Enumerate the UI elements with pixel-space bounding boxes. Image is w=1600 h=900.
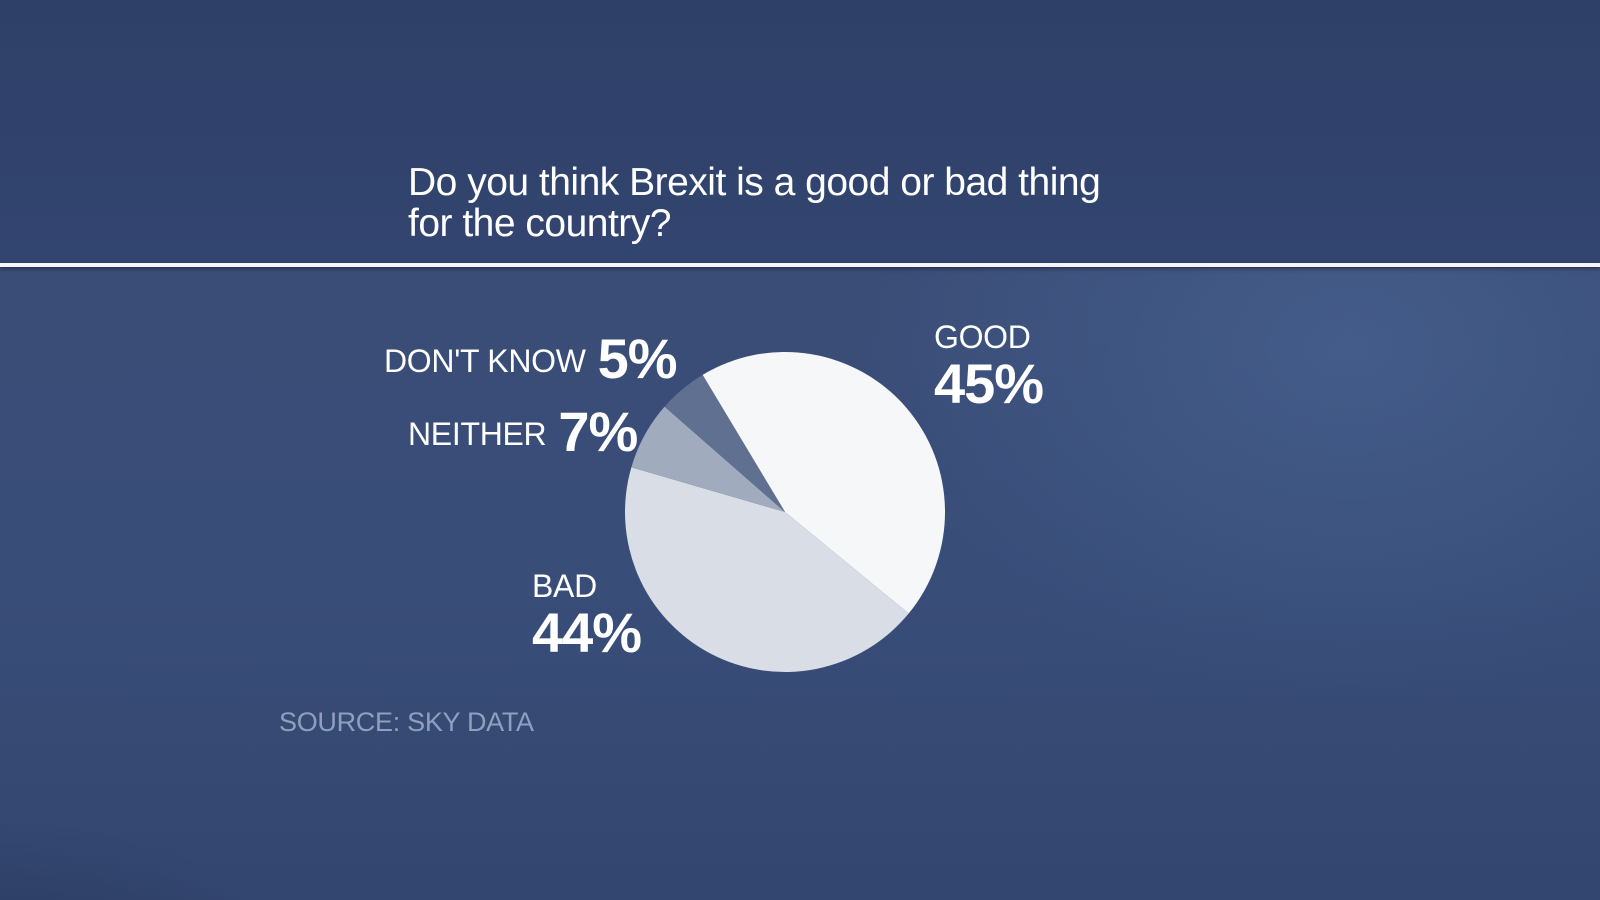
pie-chart <box>625 352 945 673</box>
label-good: GOOD 45% <box>934 318 1044 415</box>
label-neither: NEITHER 7% <box>408 399 638 464</box>
label-dont-know: DON'T KNOW 5% <box>384 326 678 391</box>
label-good-pct: 45% <box>934 352 1044 415</box>
label-good-name: GOOD <box>934 319 1031 355</box>
header-band <box>0 0 1600 264</box>
label-neither-pct: 7% <box>558 400 638 463</box>
chart-title-line-1: Do you think Brexit is a good or bad thi… <box>408 161 1101 204</box>
slice-dont-know <box>664 374 785 512</box>
slice-bad <box>625 467 909 673</box>
chart-title-line-2: for the country? <box>408 202 671 245</box>
header-divider <box>0 263 1600 267</box>
label-neither-name: NEITHER <box>408 416 547 452</box>
label-bad-pct: 44% <box>532 601 642 664</box>
chart-title: Do you think Brexit is a good or bad thi… <box>408 162 1228 244</box>
label-dont-know-name: DON'T KNOW <box>384 343 586 379</box>
label-dont-know-pct: 5% <box>597 327 678 390</box>
slice-neither <box>631 406 785 512</box>
label-bad-name: BAD <box>532 568 597 604</box>
source-note: SOURCE: SKY DATA <box>279 707 534 737</box>
label-bad: BAD 44% <box>532 567 642 664</box>
slice-good <box>702 352 945 614</box>
